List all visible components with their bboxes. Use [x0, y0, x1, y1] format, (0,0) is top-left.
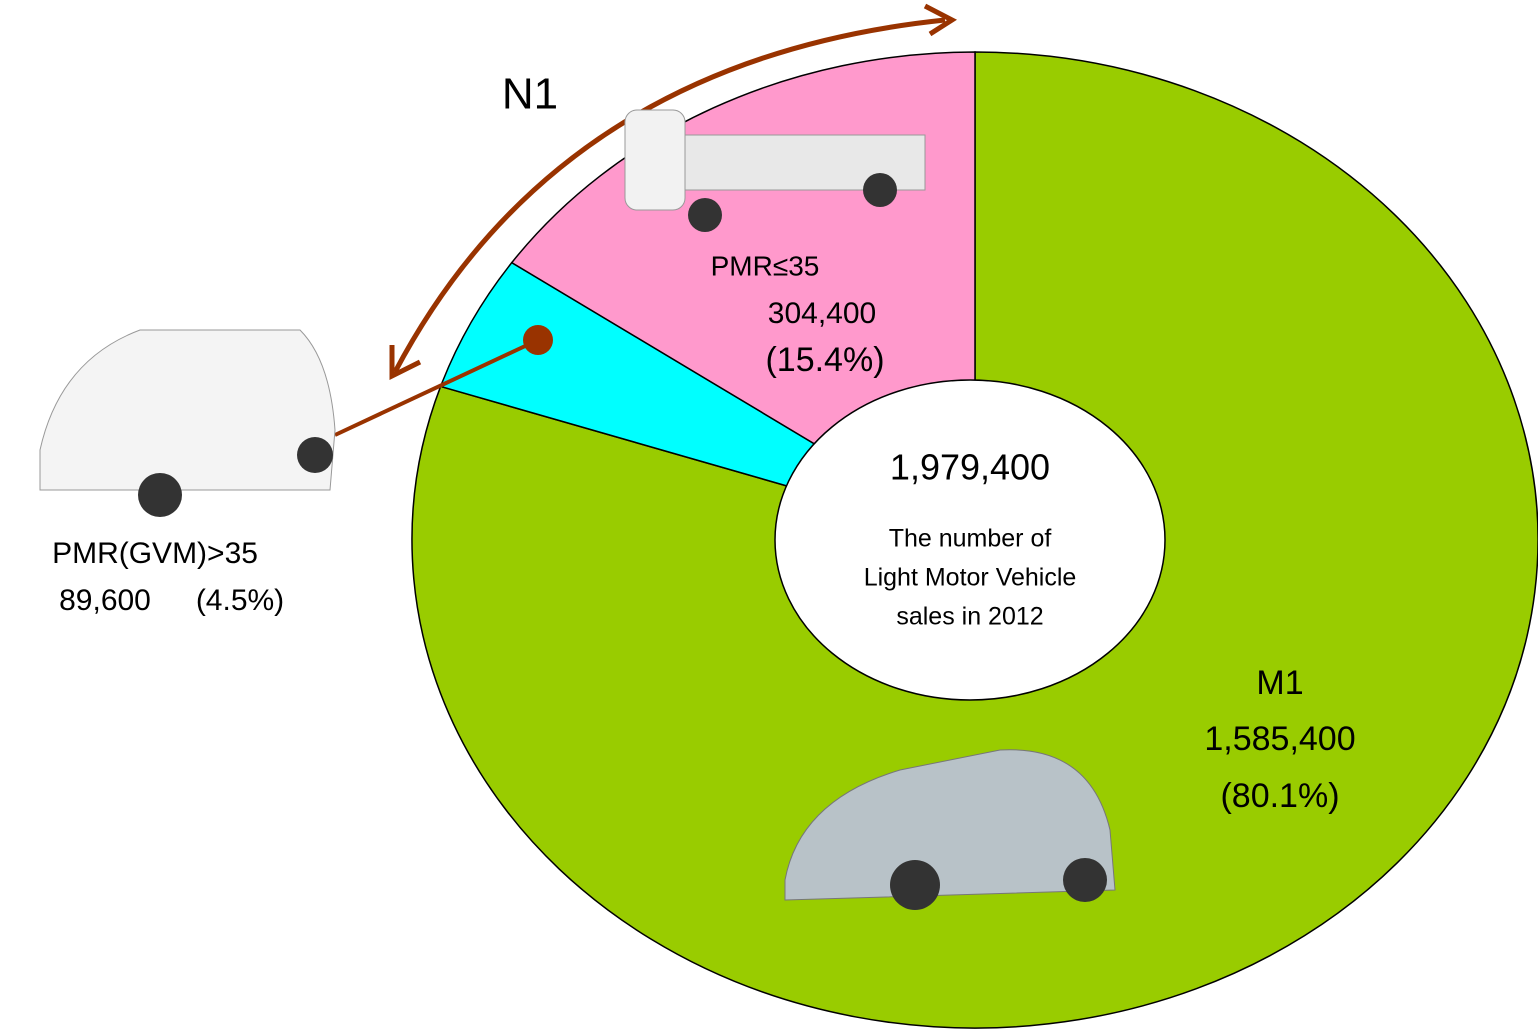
value-label: 89,600 [59, 584, 151, 617]
category-label: PMR≤35 [711, 250, 820, 281]
car-image [784, 749, 1116, 910]
van-image [39, 329, 336, 517]
category-label: M1 [1256, 664, 1303, 702]
truck-image [624, 109, 926, 232]
value-label: 1,585,400 [1204, 720, 1355, 758]
group-arc [392, 17, 946, 374]
category-label: PMR(GVM)>35 [52, 537, 258, 570]
arrow-head [389, 345, 422, 381]
center-hole [774, 379, 1166, 701]
percent-label: (80.1%) [1220, 777, 1339, 815]
center-text: The number of [889, 525, 1052, 553]
leader-dot [523, 325, 553, 355]
value-label: 304,400 [768, 297, 876, 330]
group-label: N1 [502, 70, 558, 119]
center-text: sales in 2012 [896, 603, 1043, 631]
center-text: Light Motor Vehicle [864, 564, 1077, 592]
percent-label: (15.4%) [765, 341, 884, 379]
percent-label: (4.5%) [196, 584, 284, 617]
arrow-head [923, 3, 958, 37]
leader-line [334, 338, 539, 437]
total-label: 1,979,400 [890, 447, 1050, 488]
